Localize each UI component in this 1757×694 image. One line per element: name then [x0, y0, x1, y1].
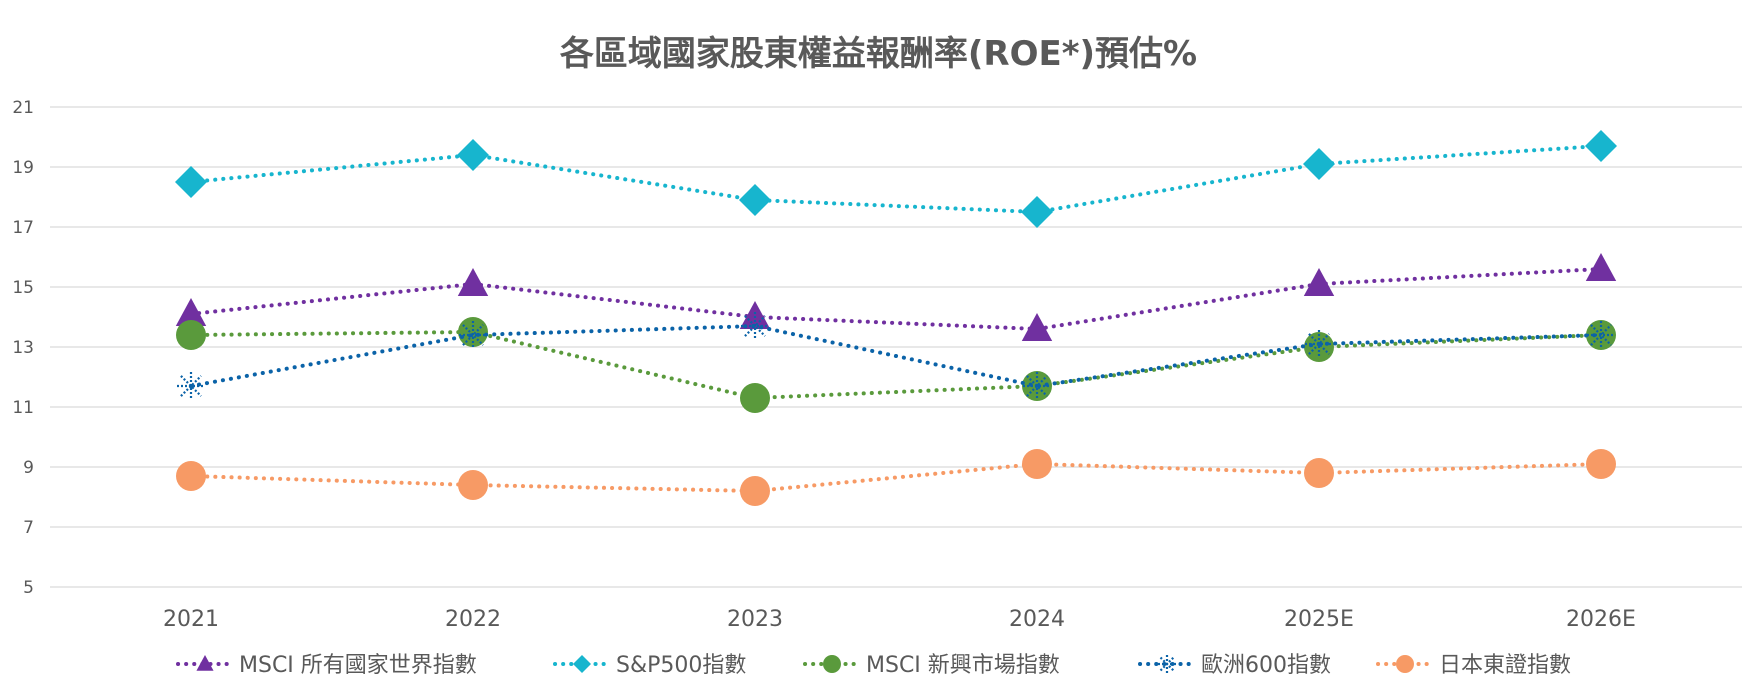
legend-marker — [573, 655, 591, 673]
x-tick-label: 2022 — [445, 607, 501, 632]
data-point — [175, 166, 207, 198]
series-line — [189, 461, 1603, 494]
legend-marker — [1396, 655, 1414, 673]
data-point — [1587, 321, 1615, 349]
data-point — [457, 139, 489, 171]
legend-label: 歐洲600指數 — [1201, 653, 1331, 678]
data-point — [739, 184, 771, 216]
legend-marker — [196, 655, 214, 671]
series-line — [189, 329, 1603, 401]
series-line — [189, 267, 1603, 332]
data-point — [457, 268, 489, 296]
y-tick-label: 19 — [12, 158, 34, 178]
data-point — [1303, 268, 1335, 296]
data-point — [458, 317, 488, 347]
data-point — [1305, 330, 1333, 358]
data-point — [740, 383, 770, 413]
x-tick-label: 2021 — [163, 607, 219, 632]
chart-title: 各區域國家股東權益報酬率(ROE*)預估% — [559, 34, 1198, 74]
data-point — [1585, 253, 1617, 281]
y-tick-label: 13 — [12, 338, 34, 358]
y-tick-label: 5 — [23, 578, 34, 598]
data-point — [177, 372, 205, 400]
series-line — [189, 323, 1603, 389]
y-tick-label: 7 — [23, 518, 34, 538]
legend-marker — [1158, 655, 1176, 673]
y-tick-label: 17 — [12, 218, 34, 238]
data-point — [1022, 449, 1052, 479]
data-point — [175, 298, 207, 326]
data-point — [740, 476, 770, 506]
x-tick-label: 2023 — [727, 607, 783, 632]
data-point — [1021, 196, 1053, 228]
series-line — [189, 144, 1603, 215]
legend-label: S&P500指數 — [616, 653, 746, 678]
data-point — [1023, 372, 1051, 400]
legend-label: MSCI 所有國家世界指數 — [239, 653, 477, 678]
legend-label: 日本東證指數 — [1439, 653, 1571, 678]
data-point — [459, 321, 487, 349]
y-tick-label: 9 — [23, 458, 34, 478]
data-point — [176, 461, 206, 491]
data-point — [1585, 130, 1617, 162]
data-point — [1021, 313, 1053, 341]
data-point — [741, 312, 769, 340]
x-tick-label: 2025E — [1284, 607, 1354, 632]
data-point — [1303, 148, 1335, 180]
data-point — [458, 470, 488, 500]
data-point — [176, 320, 206, 350]
y-tick-label: 21 — [12, 98, 34, 118]
legend-label: MSCI 新興市場指數 — [866, 653, 1060, 678]
x-tick-label: 2024 — [1009, 607, 1065, 632]
data-point — [739, 301, 771, 329]
data-point — [1586, 449, 1616, 479]
legend-marker — [823, 655, 841, 673]
y-tick-label: 15 — [12, 278, 34, 298]
data-point — [1304, 458, 1334, 488]
x-tick-label: 2026E — [1566, 607, 1636, 632]
y-tick-label: 11 — [12, 398, 34, 418]
